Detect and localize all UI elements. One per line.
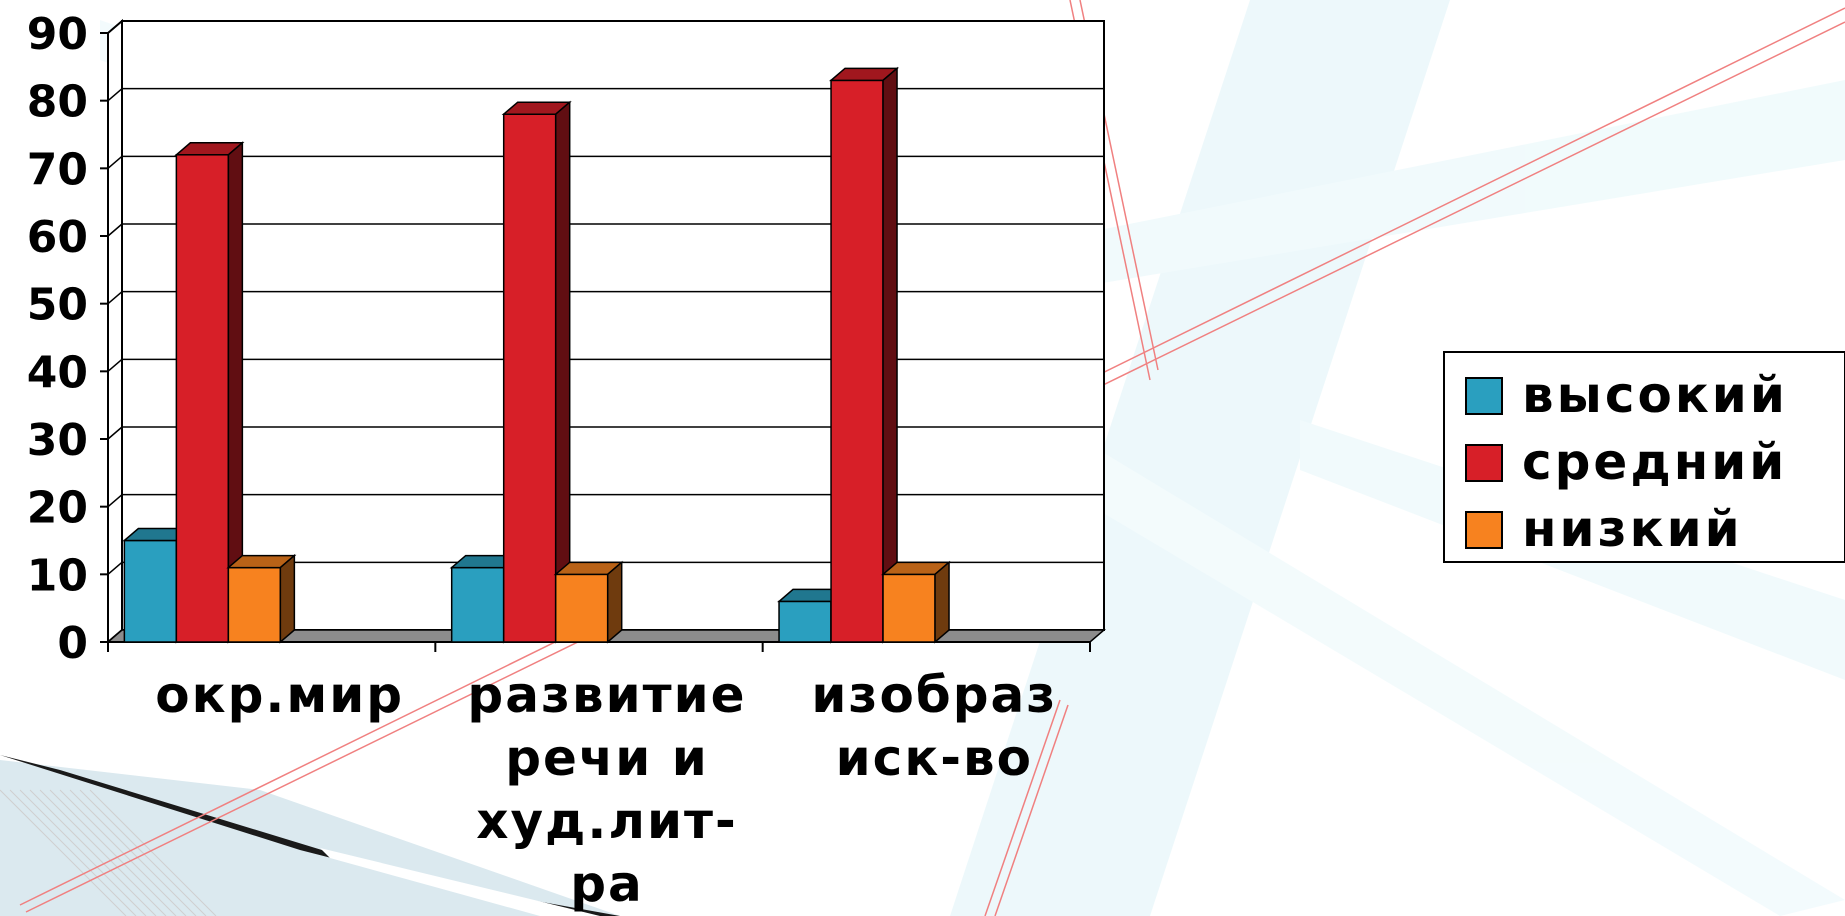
plot-area: [105, 18, 1107, 645]
x-tick-label: ра: [570, 855, 644, 913]
gridline-depth: [107, 561, 123, 575]
legend-label: высокий: [1522, 366, 1788, 424]
y-tick-label: 90: [27, 9, 88, 60]
bar-низкий: [553, 560, 624, 644]
legend-label: средний: [1522, 433, 1787, 491]
back-wall: [121, 20, 1105, 631]
y-axis-ticks: 0 10 20 30 40 50 60 70 80 90: [27, 9, 108, 669]
x-tick-label: изобраз: [811, 666, 1057, 724]
bar-front: [502, 113, 557, 643]
legend-swatch: [1465, 511, 1503, 549]
x-tick-label: речи и: [505, 729, 709, 787]
y-tick-label: 70: [27, 144, 88, 195]
legend-label: низкий: [1522, 500, 1743, 558]
x-tick-label: иск-во: [836, 729, 1033, 787]
bars-group: [122, 66, 952, 644]
bar-front: [882, 573, 936, 643]
bar-средний: [829, 66, 900, 644]
y-tick-label: 60: [27, 212, 88, 263]
side-wall: [107, 18, 123, 645]
y-tick-label: 30: [27, 415, 88, 466]
gridline-depth: [107, 223, 123, 237]
y-tick-label: 10: [27, 550, 88, 601]
gridline-depth: [107, 494, 123, 508]
bar-front: [778, 600, 832, 643]
gridline-depth: [107, 155, 123, 169]
legend: высокий средний низкий: [1443, 351, 1845, 563]
bar-side: [279, 553, 296, 644]
bar-front: [227, 566, 282, 643]
legend-box: [1443, 351, 1845, 563]
bar-средний: [174, 141, 245, 644]
bar-front: [123, 539, 178, 643]
bar-front: [830, 79, 884, 643]
bar-side: [934, 560, 950, 644]
legend-swatch: [1465, 377, 1503, 415]
y-tick-label: 20: [27, 483, 88, 534]
bar-front: [175, 154, 230, 643]
x-tick-label: окр.мир: [155, 666, 404, 724]
bar-side: [882, 66, 898, 644]
y-tick-label: 0: [57, 618, 88, 669]
bar-низкий: [226, 553, 297, 644]
gridline-depth: [107, 426, 123, 440]
bar-средний: [501, 100, 572, 644]
bar-front: [450, 566, 505, 643]
bar-front: [554, 573, 609, 643]
gridline-depth: [107, 88, 123, 102]
y-tick-label: 40: [27, 347, 88, 398]
x-tick-label: развитие: [467, 666, 746, 724]
gridline-depth: [107, 358, 123, 372]
legend-swatch: [1465, 444, 1503, 482]
bar-низкий: [881, 560, 952, 644]
x-tick-label: худ.лит-: [476, 792, 738, 850]
gridline-depth: [107, 20, 123, 34]
bar-side: [554, 100, 571, 644]
gridline-depth: [107, 291, 123, 305]
y-tick-label: 80: [27, 77, 88, 128]
y-tick-label: 50: [27, 280, 88, 331]
bar-side: [606, 560, 623, 644]
